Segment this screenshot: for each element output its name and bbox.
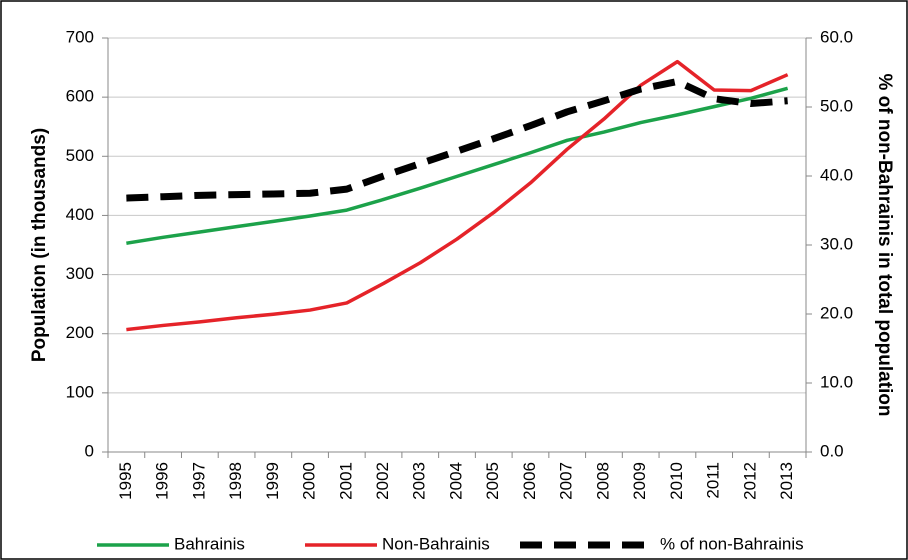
- y-tick-label: 0: [85, 441, 94, 460]
- y2-tick-label: 50.0: [820, 96, 853, 115]
- y2-tick-label: 60.0: [820, 27, 853, 46]
- x-tick-label: 2005: [483, 462, 502, 500]
- x-tick-label: 1999: [263, 462, 282, 500]
- x-tick-label: 2006: [520, 462, 539, 500]
- x-tick-label: 2004: [446, 462, 465, 500]
- x-tick-label: 2008: [593, 462, 612, 500]
- y2-tick-label: 10.0: [820, 372, 853, 391]
- x-tick-label: 2012: [740, 462, 759, 500]
- series-line: [126, 86, 789, 245]
- x-tick-label: 2002: [373, 462, 392, 500]
- x-tick-label: 2001: [336, 462, 355, 500]
- y2-tick-label: 20.0: [820, 303, 853, 322]
- legend-label: Bahrainis: [174, 534, 245, 553]
- x-tick-label: 2013: [777, 462, 796, 500]
- x-tick-label: 2007: [557, 462, 576, 500]
- y-tick-label: 700: [66, 27, 94, 46]
- y-tick-label: 600: [66, 87, 94, 106]
- y2-tick-label: 40.0: [820, 165, 853, 184]
- legend-label: % of non-Bahrainis: [660, 534, 804, 553]
- y-axis-title: Population (in thousands): [29, 128, 50, 362]
- y2-tick-label: 30.0: [820, 234, 853, 253]
- y2-tick-label: 0.0: [820, 441, 844, 460]
- y-tick-label: 100: [66, 382, 94, 401]
- x-tick-label: 1995: [116, 462, 135, 500]
- x-tick-label: 1998: [226, 462, 245, 500]
- y-tick-label: 400: [66, 205, 94, 224]
- x-tick-label: 2000: [300, 462, 319, 500]
- y-tick-label: 500: [66, 146, 94, 165]
- series-line: [126, 59, 789, 332]
- y2-axis-title: % of non-Bahrainis in total population: [874, 73, 895, 416]
- y-tick-label: 200: [66, 323, 94, 342]
- x-tick-label: 2009: [630, 462, 649, 500]
- x-tick-label: 2011: [704, 462, 723, 499]
- legend-label: Non-Bahrainis: [382, 534, 490, 553]
- series-line: [126, 77, 788, 202]
- x-tick-label: 2003: [410, 462, 429, 500]
- x-tick-label: 1997: [189, 462, 208, 500]
- x-tick-label: 1996: [153, 462, 172, 500]
- x-tick-label: 2010: [667, 462, 686, 500]
- y-tick-label: 300: [66, 264, 94, 283]
